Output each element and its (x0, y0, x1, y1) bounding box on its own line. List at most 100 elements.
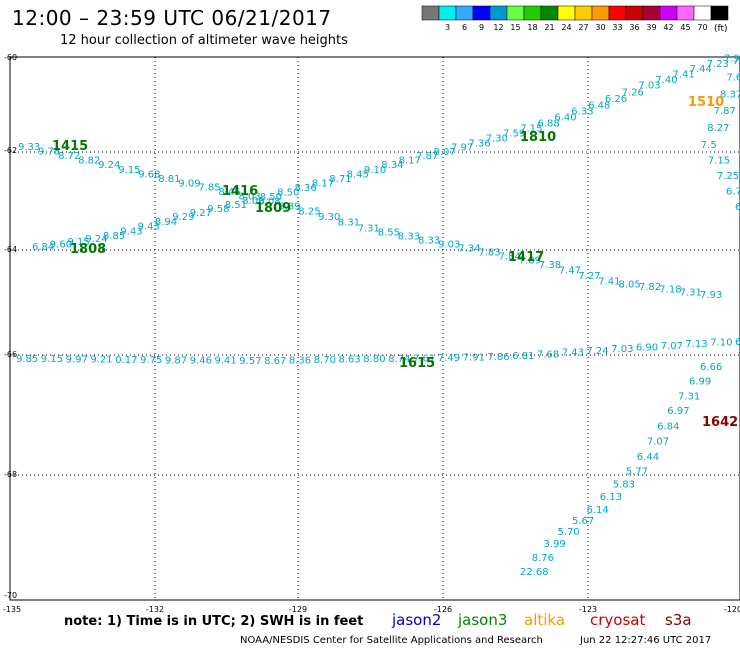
lon-label: -132 (146, 605, 164, 614)
swh-value: 8.70 (314, 355, 336, 366)
lat-label: -62 (4, 146, 17, 155)
swh-value: 5.70 (558, 527, 580, 538)
swh-value: 6.33 (571, 107, 593, 118)
scale-label: 6 (462, 23, 467, 32)
swh-value: 7.41 (598, 277, 620, 288)
time-label-1615: 1615 (399, 356, 435, 371)
swh-value: 8.05 (619, 279, 641, 290)
grid-lines (10, 57, 740, 600)
swh-value: 7.85 (198, 183, 220, 194)
swh-value: 7.24 (586, 346, 608, 357)
lon-label: -135 (3, 605, 21, 614)
swh-value: 6.66 (700, 362, 722, 373)
swh-value: 7.91 (463, 353, 485, 364)
lat-label: -60 (4, 53, 17, 62)
swh-value: 8.37 (720, 89, 740, 100)
swh-value: 9.87 (165, 355, 187, 366)
swh-value: 5.67 (572, 516, 594, 527)
swh-value: 6.90 (636, 343, 658, 354)
jason2-lower-track: 6.849.609.159.248.859.439.438.949.299.27… (32, 54, 740, 254)
swh-value: 5.77 (626, 466, 648, 477)
swh-value: 6.48 (588, 100, 610, 111)
south-track: 6.66 6.99 7.31 6.97 6.84 7.07 6.44 5.77 5.83 6.13… (520, 362, 722, 578)
swh-value: 7.49 (438, 353, 460, 364)
swh-value: 9.27 (190, 208, 212, 219)
time-label-1416: 1416 (222, 184, 258, 199)
swh-value: 7.93 (700, 290, 722, 301)
swh-value: 8.63 (339, 355, 361, 366)
swh-value: 6.26 (605, 94, 627, 105)
swh-value: 7.83 (478, 248, 500, 259)
time-label-1642: 1642 (702, 415, 738, 430)
swh-value: 9.60 (50, 239, 72, 250)
swh-value: 7.15 (708, 156, 730, 167)
scale-label: 36 (629, 23, 639, 32)
swh-value: 7.44 (690, 64, 712, 75)
note-text: note: 1) Time is in UTC; 2) SWH is in fe… (64, 614, 363, 629)
scale-swatch (557, 5, 576, 21)
scale-swatch (710, 5, 729, 21)
scale-swatch (574, 5, 593, 21)
swh-value: 7.13 (685, 339, 707, 350)
swh-value: 8.50 (277, 188, 299, 199)
lat-label: -64 (4, 245, 17, 254)
swh-value: 7.07 (647, 437, 669, 448)
swh-value: 7.97 (451, 143, 473, 154)
swh-value: 8.33 (418, 236, 440, 247)
swh-value: 6.81 (512, 351, 534, 362)
scale-swatch (591, 5, 610, 21)
swh-value: 7.68 (537, 349, 559, 360)
swh-value: 7.84 (499, 252, 521, 263)
swh-value: 6.44 (637, 452, 659, 463)
swh-value: 9.03 (438, 240, 460, 251)
swh-value: 22.68 (520, 567, 549, 578)
time-label-1417: 1417 (508, 250, 544, 265)
swh-value: 9.10 (364, 165, 386, 176)
color-scale: 3 6 9 12 15 18 21 24 27 30 33 36 39 42 45 70 (421, 5, 729, 32)
map-subtitle: 12 hour collection of altimeter wave hei… (60, 33, 348, 48)
swh-value: 8.31 (338, 218, 360, 229)
swh-value: 9.24 (85, 234, 107, 245)
swh-value: 8.85 (103, 231, 125, 242)
swh-value: 9.29 (172, 212, 194, 223)
swh-value: 7.90 (724, 54, 740, 65)
credit-text: NOAA/NESDIS Center for Satellite Applica… (240, 635, 543, 646)
scale-swatch (438, 5, 457, 21)
legend-item-s3a: s3a (665, 611, 692, 629)
swh-value: 9.75 (140, 355, 162, 366)
swh-value: 9.15 (41, 354, 63, 365)
swh-value: 5.83 (613, 479, 635, 490)
time-label-1808: 1808 (70, 242, 106, 257)
swh-value: 7.07 (661, 341, 683, 352)
swh-value: 8.39 (278, 202, 300, 213)
scale-swatch (625, 5, 644, 21)
scale-swatch (540, 5, 559, 21)
swh-value: 7.87 (714, 106, 736, 117)
map-frame (9, 56, 740, 601)
swh-value: 9.41 (215, 356, 237, 367)
scale-swatch (455, 5, 474, 21)
scale-label: 18 (527, 23, 537, 32)
swh-value: 6.97 (667, 406, 689, 417)
swh-value: 7.47 (559, 265, 581, 276)
swh-value: 6.88 (538, 119, 560, 130)
swh-value: 9.57 (239, 356, 261, 367)
swh-value: 7.31 (358, 223, 380, 234)
scale-swatch (523, 5, 542, 21)
swh-value: 8.08 (258, 197, 280, 208)
swh-value: 6.84 (32, 242, 54, 253)
scale-label: 21 (544, 23, 554, 32)
swh-value: 8.33 (398, 232, 420, 243)
swh-value: 6.14 (587, 505, 609, 516)
swh-value: 7.31 (678, 391, 700, 402)
swh-value: 8.03 (239, 192, 261, 203)
legend-item-cryosat: cryosat (590, 611, 645, 629)
time-label-1810: 1810 (520, 130, 556, 145)
scale-swatch (506, 5, 525, 21)
swh-value: 7.59 (503, 129, 525, 140)
swh-value: 9.43 (138, 222, 160, 233)
swh-value: 8.72 (58, 151, 80, 162)
swh-value: 8.94 (155, 217, 177, 228)
swh-value: 8.36 (289, 355, 311, 366)
